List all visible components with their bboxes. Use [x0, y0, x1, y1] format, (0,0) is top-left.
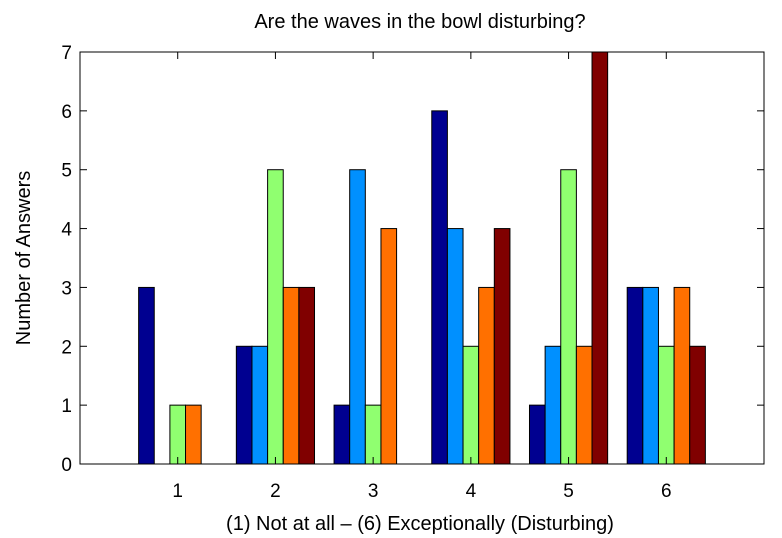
- bar-cat4-series1: [431, 110, 448, 465]
- x-axis-ticks: 1 2 3 4 5 6: [172, 52, 672, 502]
- bars-group: [138, 51, 706, 465]
- bar-cat2-series2: [251, 345, 269, 465]
- bar-cat3-series2: [349, 169, 366, 465]
- bar-cat2-series4: [282, 286, 300, 465]
- y-tick-label: 6: [61, 102, 72, 123]
- x-tick-label: 3: [368, 481, 379, 502]
- bar-cat3-series1: [333, 404, 351, 465]
- y-tick-label: 4: [61, 220, 72, 241]
- bar-cat2-series3: [267, 169, 284, 465]
- bar-cat5-series3: [560, 169, 577, 465]
- x-axis-label: (1) Not at all – (6) Exceptionally (Dist…: [226, 513, 614, 535]
- y-axis-ticks: 0 1 2 3 4 5 6 7: [61, 43, 764, 476]
- bar-cat5-series2: [544, 345, 562, 465]
- bar-cat5-series5: [591, 51, 609, 465]
- bar-cat6-series1: [626, 286, 644, 465]
- bar-cat6-series3: [657, 345, 675, 465]
- bar-cat1-series1: [138, 286, 155, 465]
- bar-cat6-series5: [689, 345, 706, 465]
- x-tick-label: 1: [172, 481, 183, 502]
- bar-cat3-series4: [380, 228, 398, 465]
- bar-cat4-series5: [493, 228, 511, 465]
- bar-cat6-series2: [642, 286, 659, 465]
- bar-cat1-series3: [169, 404, 187, 465]
- x-tick-label: 4: [466, 481, 477, 502]
- x-tick-label: 6: [661, 481, 672, 502]
- x-tick-label: 5: [563, 481, 574, 502]
- bar-cat3-series3: [364, 404, 382, 465]
- chart-title: Are the waves in the bowl disturbing?: [254, 11, 585, 33]
- bar-cat5-series1: [528, 404, 546, 465]
- bar-cat2-series1: [235, 345, 253, 465]
- y-tick-label: 0: [61, 455, 72, 476]
- bar-cat4-series2: [446, 228, 464, 465]
- y-tick-label: 5: [61, 161, 72, 182]
- plot-frame: [79, 51, 765, 465]
- y-axis-label: Number of Answers: [13, 171, 35, 346]
- y-tick-label: 7: [61, 43, 72, 64]
- bar-cat2-series5: [298, 286, 316, 465]
- y-tick-label: 1: [61, 396, 72, 417]
- bar-cat5-series4: [575, 345, 593, 465]
- y-tick-label: 2: [61, 337, 72, 358]
- y-tick-label: 3: [61, 278, 72, 299]
- bar-cat6-series4: [673, 286, 691, 465]
- bar-cat4-series4: [478, 286, 495, 465]
- x-tick-label: 2: [270, 481, 281, 502]
- bar-cat4-series3: [462, 345, 480, 465]
- bar-cat1-series4: [185, 404, 202, 465]
